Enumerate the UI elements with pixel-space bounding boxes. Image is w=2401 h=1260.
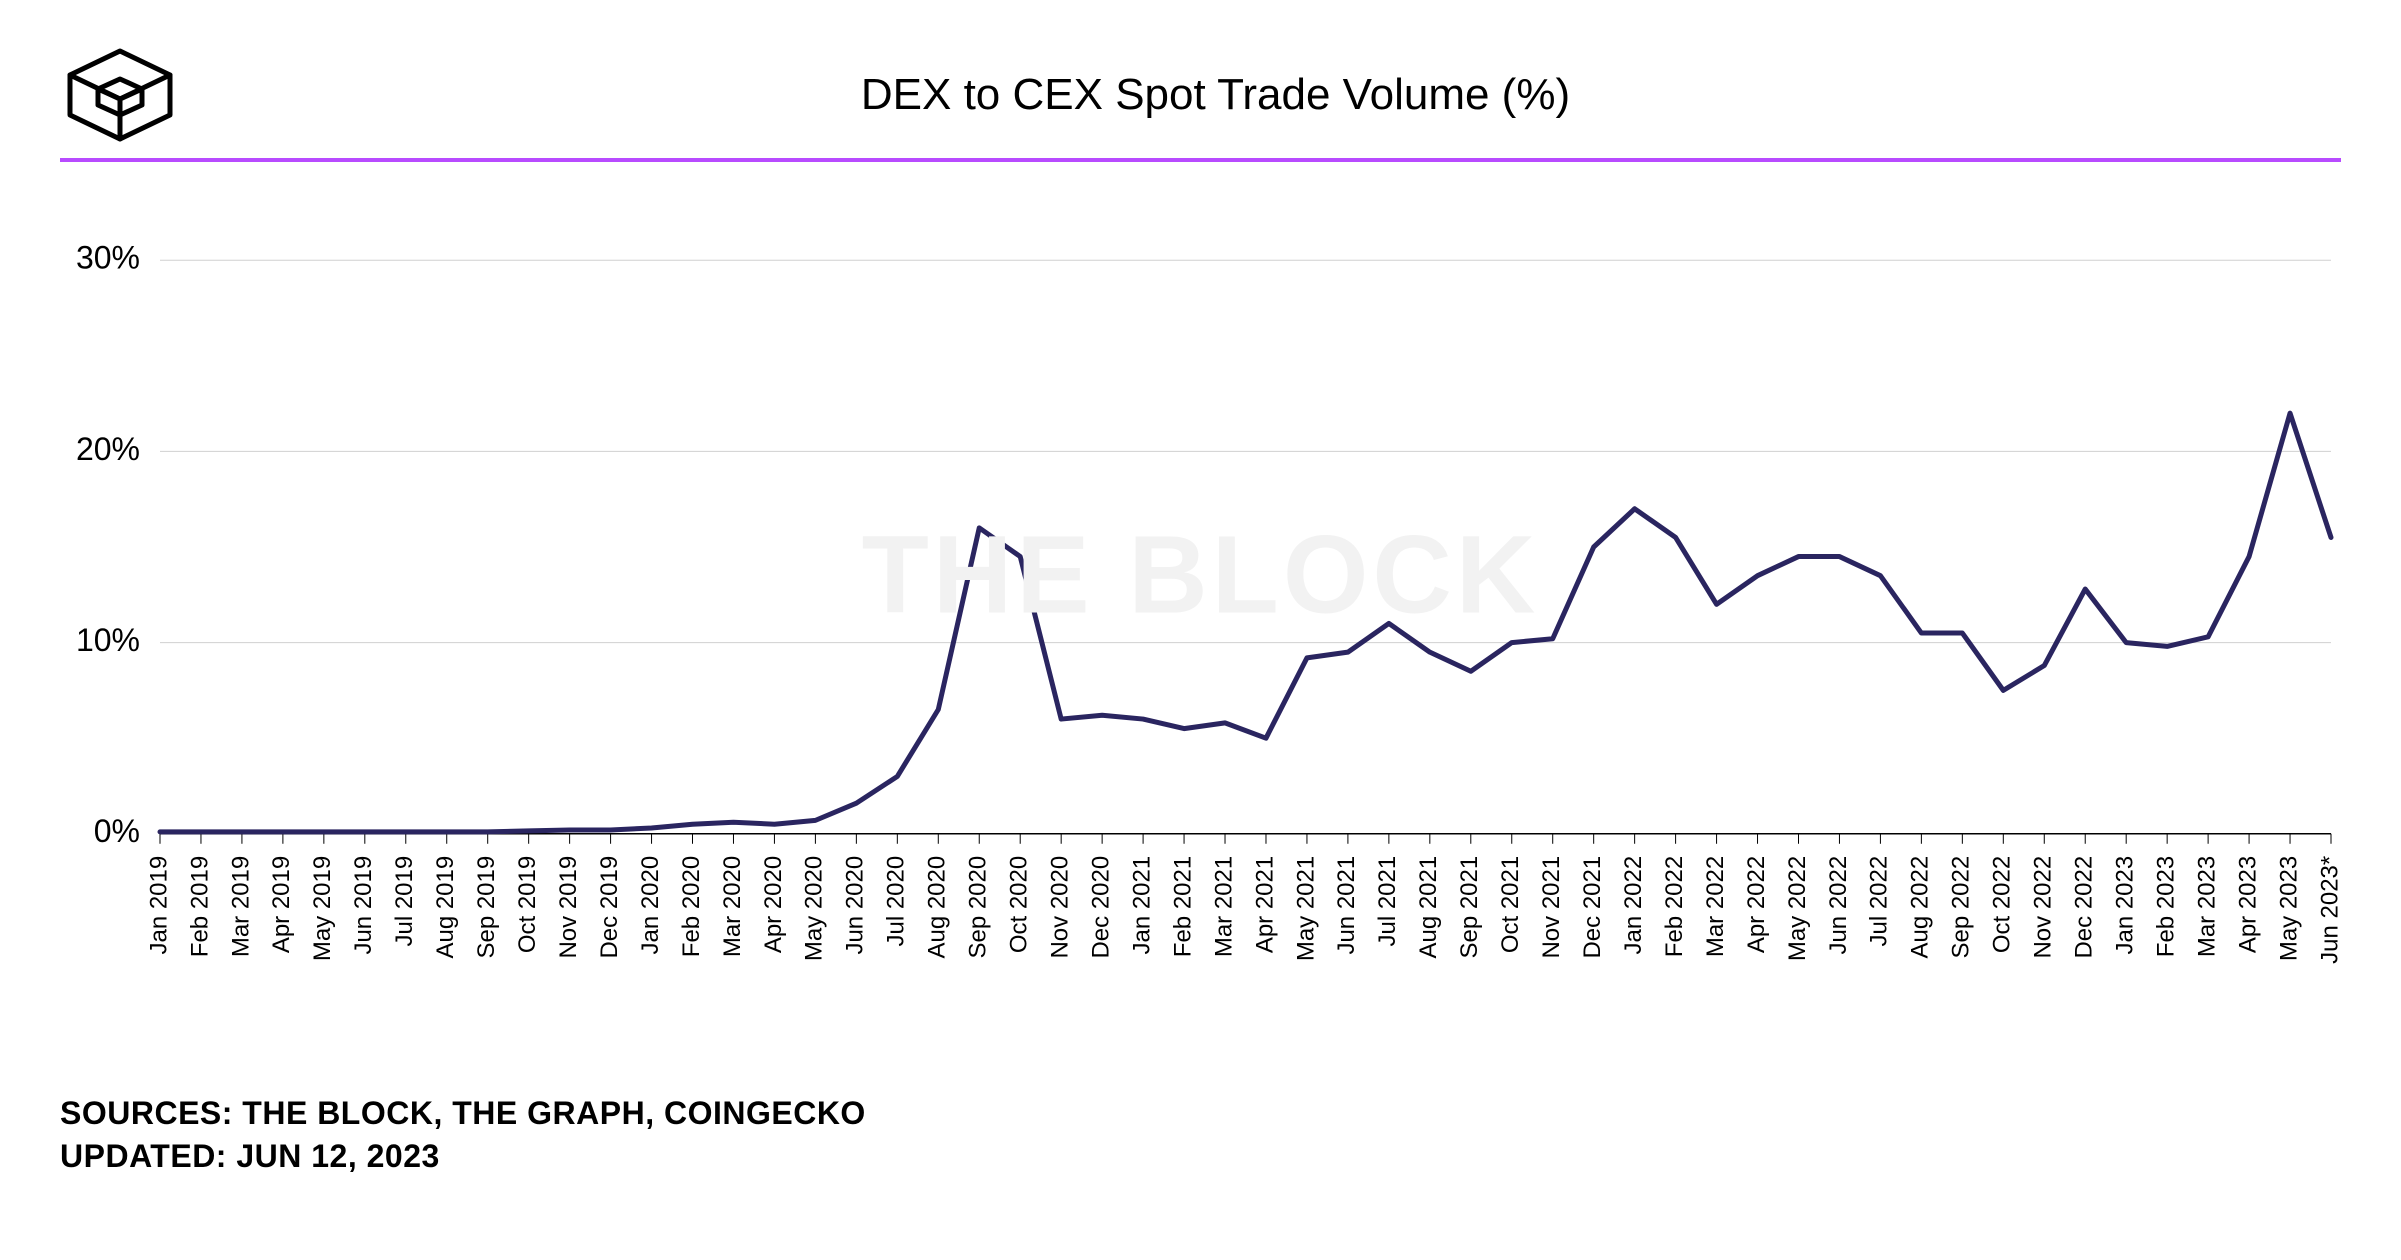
x-tick-label: Jun 2022 [1825, 856, 1852, 955]
x-tick-label: Apr 2023 [2234, 856, 2261, 953]
x-tick-label: Jun 2021 [1333, 856, 1360, 955]
x-tick-label: Sep 2021 [1456, 856, 1483, 959]
updated-label: UPDATED: JUN 12, 2023 [60, 1135, 2341, 1178]
x-tick-label: Dec 2022 [2071, 856, 2098, 959]
x-tick-label: Aug 2022 [1907, 856, 1934, 959]
the-block-logo-icon [60, 45, 180, 145]
x-tick-label: Nov 2020 [1047, 856, 1074, 959]
x-tick-label: Apr 2019 [268, 856, 295, 953]
chart-footer: SOURCES: THE BLOCK, THE GRAPH, COINGECKO… [60, 1092, 2341, 1178]
x-tick-label: Jan 2019 [145, 856, 172, 955]
x-tick-label: Mar 2021 [1210, 856, 1237, 957]
x-tick-label: Jun 2023* [2316, 856, 2341, 964]
x-tick-label: Oct 2019 [514, 856, 541, 953]
chart-header: DEX to CEX Spot Trade Volume (%) [60, 40, 2341, 150]
x-tick-label: Feb 2021 [1169, 856, 1196, 957]
x-tick-label: Mar 2023 [2193, 856, 2220, 957]
x-tick-label: Jul 2021 [1374, 856, 1401, 947]
x-tick-label: Nov 2019 [555, 856, 582, 959]
x-tick-label: Sep 2022 [1948, 856, 1975, 959]
x-tick-label: Feb 2023 [2152, 856, 2179, 957]
x-tick-label: Jan 2020 [637, 856, 664, 955]
x-tick-label: May 2023 [2275, 856, 2302, 961]
x-tick-label: Aug 2019 [432, 856, 459, 959]
x-tick-label: Oct 2020 [1006, 856, 1033, 953]
x-tick-label: Dec 2020 [1087, 856, 1114, 959]
x-tick-label: Mar 2022 [1702, 856, 1729, 957]
title-wrap: DEX to CEX Spot Trade Volume (%) [210, 70, 2341, 120]
x-tick-label: Jan 2022 [1620, 856, 1647, 955]
x-tick-label: Apr 2021 [1251, 856, 1278, 953]
x-tick-label: Jun 2019 [350, 856, 377, 955]
x-tick-label: Nov 2022 [2030, 856, 2057, 959]
chart-title: DEX to CEX Spot Trade Volume (%) [861, 70, 1570, 119]
x-tick-label: Jul 2022 [1866, 856, 1893, 947]
x-tick-label: May 2019 [309, 856, 336, 961]
x-tick-label: Jun 2020 [842, 856, 869, 955]
x-tick-label: May 2021 [1292, 856, 1319, 961]
x-tick-label: Feb 2022 [1661, 856, 1688, 957]
x-tick-label: Feb 2020 [678, 856, 705, 957]
x-tick-label: Jul 2019 [391, 856, 418, 947]
x-tick-label: May 2022 [1784, 856, 1811, 961]
x-tick-label: Jan 2021 [1128, 856, 1155, 955]
x-tick-label: Mar 2019 [227, 856, 254, 957]
x-tick-label: Dec 2021 [1579, 856, 1606, 959]
x-tick-label: Nov 2021 [1538, 856, 1565, 959]
x-tick-label: Dec 2019 [596, 856, 623, 959]
x-tick-label: Aug 2020 [924, 856, 951, 959]
x-tick-label: Oct 2022 [1989, 856, 2016, 953]
x-tick-label: Apr 2022 [1743, 856, 1770, 953]
y-tick-label: 20% [76, 431, 140, 467]
x-tick-label: Apr 2020 [760, 856, 787, 953]
x-tick-label: Jul 2020 [883, 856, 910, 947]
y-tick-label: 0% [94, 813, 140, 849]
x-tick-label: Feb 2019 [186, 856, 213, 957]
x-tick-label: Sep 2019 [473, 856, 500, 959]
y-tick-label: 30% [76, 240, 140, 276]
x-tick-label: Jan 2023 [2112, 856, 2139, 955]
line-chart: 0% 10% 20% 30% Jan 2019 Feb 2019 Mar 2019 Apr 2… [60, 192, 2341, 1062]
accent-line [60, 158, 2341, 162]
x-tick-label: Mar 2020 [719, 856, 746, 957]
x-tick-label: Aug 2021 [1415, 856, 1442, 959]
x-tick-label: Oct 2021 [1497, 856, 1524, 953]
chart-page: DEX to CEX Spot Trade Volume (%) THE BLO… [0, 0, 2401, 1260]
x-tick-label: May 2020 [801, 856, 828, 961]
x-tick-label: Sep 2020 [965, 856, 992, 959]
data-line [160, 413, 2331, 832]
y-tick-label: 10% [76, 622, 140, 658]
chart-area: THE BLOCK 0%10%20%30%Jan 2019Feb 2019Mar… [60, 192, 2341, 1062]
sources-label: SOURCES: THE BLOCK, THE GRAPH, COINGECKO [60, 1092, 2341, 1135]
